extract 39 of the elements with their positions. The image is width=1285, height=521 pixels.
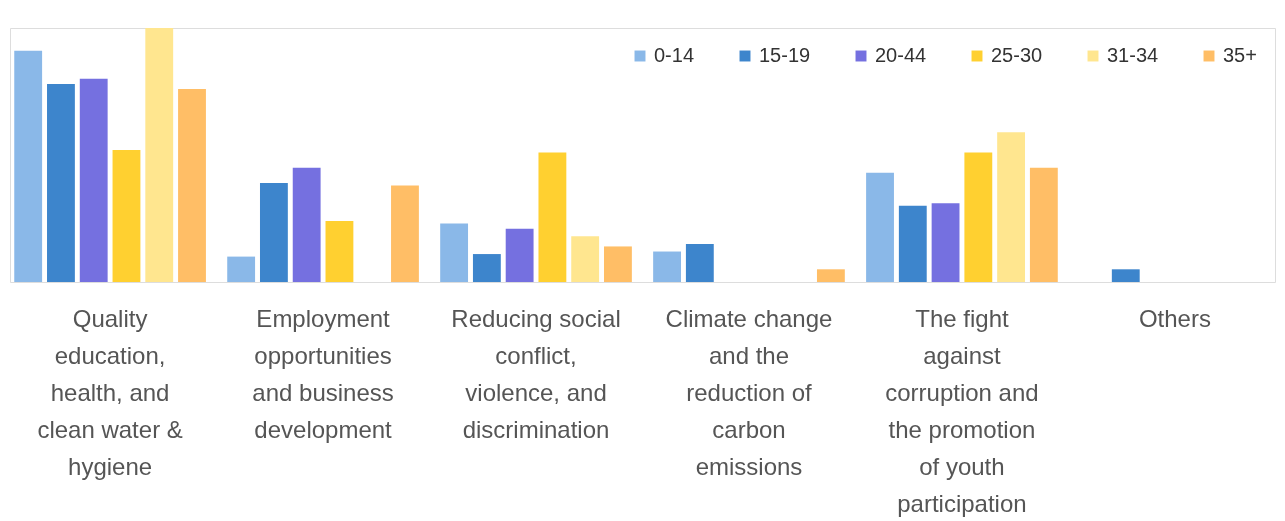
bar [964, 152, 993, 282]
bar [931, 203, 960, 282]
bar [685, 243, 714, 282]
bar [653, 251, 681, 282]
bar [505, 228, 534, 282]
bar [816, 269, 845, 282]
bar [472, 254, 501, 282]
legend-label: 15-19 [759, 44, 811, 66]
bar [145, 28, 174, 282]
bar [79, 78, 108, 282]
x-tick-label: Reducing social conflict, violence, and discrimination [451, 304, 621, 443]
bar [391, 185, 419, 282]
bar [898, 205, 927, 282]
legend-label: 20-44 [875, 44, 927, 66]
bar [1029, 167, 1058, 282]
bar [14, 50, 43, 282]
bar [1111, 269, 1140, 282]
bar [292, 167, 321, 282]
bar [112, 149, 141, 282]
x-tick-label: The fight against corruption and the promotion of youth participation [885, 304, 1039, 517]
bar [997, 132, 1026, 282]
bar [440, 223, 469, 282]
bar [571, 236, 600, 282]
x-tick-label: Others [1138, 304, 1211, 332]
bar [227, 256, 256, 282]
bar [538, 152, 567, 282]
bar [866, 172, 894, 282]
x-tick-label: Employment opportunities and business development [252, 304, 394, 443]
bar [604, 246, 632, 282]
x-tick-label: Climate change and the reduction of carbon emissions [665, 304, 833, 480]
bar [178, 88, 206, 282]
bar [259, 182, 288, 282]
legend-label: 25-30 [991, 44, 1043, 66]
legend-label: 35+ [1223, 44, 1257, 66]
legend-label: 0-14 [654, 44, 695, 66]
bar [47, 83, 75, 282]
x-tick-label: Quality education, health, and clean water & hygiene [37, 304, 183, 480]
legend-label: 31-34 [1107, 44, 1159, 66]
bar [325, 221, 354, 282]
